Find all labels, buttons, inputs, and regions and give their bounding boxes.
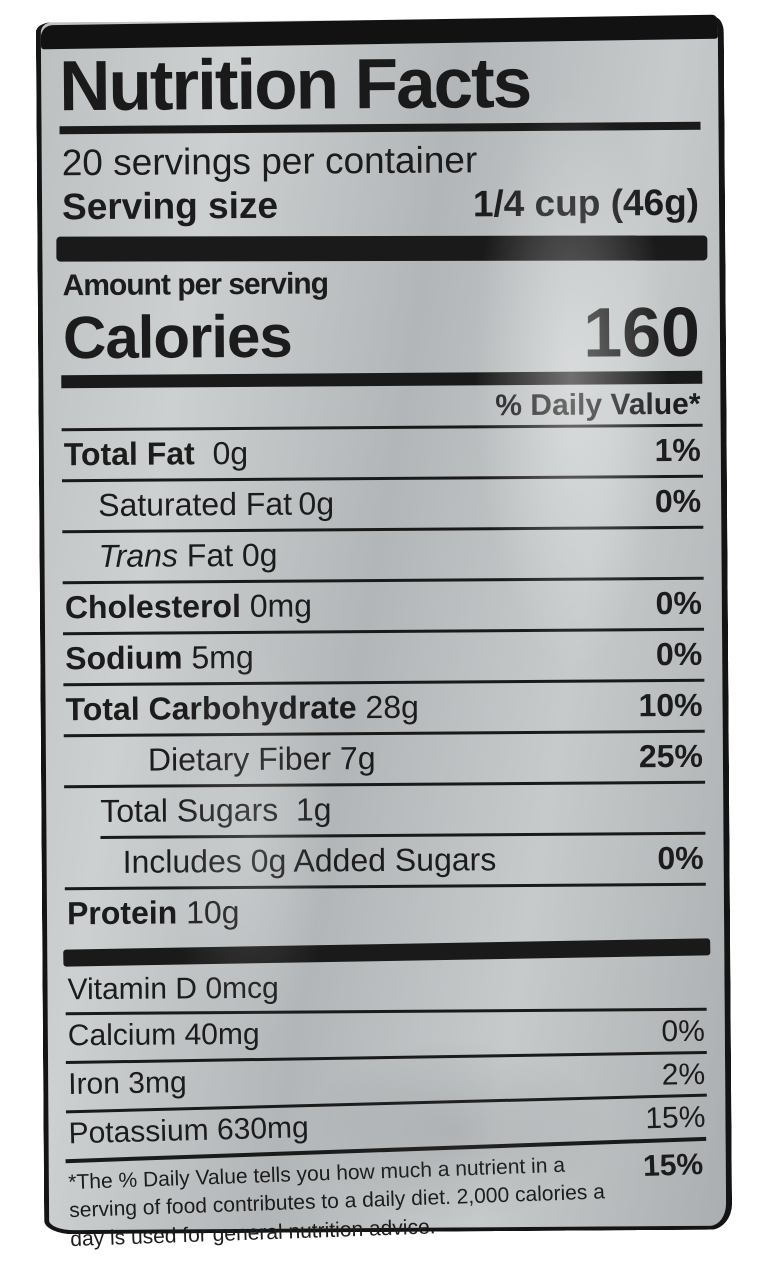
- thick-divider: [61, 371, 703, 389]
- dv-added-sugars: 0%: [657, 840, 704, 877]
- daily-value-header: % Daily Value*: [495, 388, 701, 423]
- serving-size-label: Serving size: [61, 184, 279, 228]
- nutrient-row-saturated-fat: Saturated Fat 0g 0%: [61, 475, 704, 531]
- nutrient-row-protein: Protein 10g: [64, 883, 707, 939]
- serving-size-value: 1/4 cup (46g): [472, 181, 700, 225]
- micro-row-calcium: Calcium 40mg 0%: [65, 1008, 707, 1059]
- dv-total-fat: 1%: [654, 432, 701, 469]
- nutrient-row-trans-fat: Trans Fat 0g: [62, 526, 704, 582]
- label-title: Nutrition Facts: [58, 43, 531, 127]
- dv-saturated-fat: 0%: [654, 483, 702, 520]
- dv-potassium: 15%: [644, 1100, 706, 1136]
- calories-row: Calories 160: [62, 292, 701, 372]
- micro-row-vitamin-d: Vitamin D 0mcg: [67, 972, 279, 1007]
- dv-calcium: 0%: [661, 1015, 705, 1049]
- dv-cholesterol: 0%: [655, 585, 702, 622]
- footnote-dv: 15%: [642, 1148, 704, 1184]
- calories-label: Calories: [62, 302, 292, 372]
- footnote-text: *The % Daily Value tells you how much a …: [67, 1154, 606, 1252]
- nutrient-row-total-carbohydrate: Total Carbohydrate 28g 10%: [63, 679, 705, 735]
- nutrient-row-total-fat: Total Fat 0g 1%: [61, 424, 703, 480]
- dv-dietary-fiber: 25%: [638, 738, 704, 775]
- dv-iron: 2%: [661, 1058, 706, 1092]
- thick-divider: [63, 938, 711, 967]
- serving-size-row: Serving size 1/4 cup (46g): [62, 182, 699, 228]
- servings-per-container: 20 servings per container: [61, 139, 478, 184]
- dv-sodium: 0%: [655, 636, 703, 673]
- dv-total-carbohydrate: 10%: [638, 687, 703, 724]
- nutrient-row-sodium: Sodium 5mg 0%: [63, 628, 705, 684]
- nutrient-row-dietary-fiber: Dietary Fiber 7g 25%: [63, 730, 706, 786]
- nutrient-row-added-sugars: Includes 0g Added Sugars 0%: [122, 840, 704, 881]
- nutrient-row-total-sugars: Total Sugars 1g: [64, 781, 706, 837]
- nutrient-row-cholesterol: Cholesterol 0mg 0%: [62, 577, 705, 633]
- nutrition-facts-label: Nutrition Facts 20 servings per containe…: [35, 14, 733, 1255]
- calories-value: 160: [582, 292, 701, 372]
- daily-value-footnote: 15% *The % Daily Value tells you how muc…: [65, 1137, 710, 1255]
- thick-divider: [56, 235, 708, 262]
